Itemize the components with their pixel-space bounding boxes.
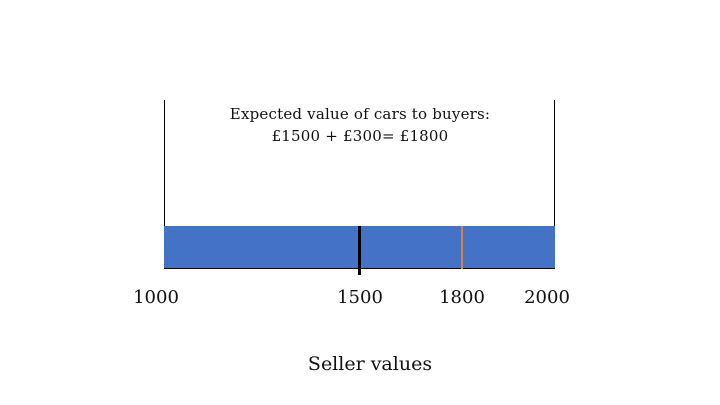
axis-label: Seller values <box>307 353 433 375</box>
tick-label-1500: 1500 <box>337 287 383 308</box>
expected-value-heading: Expected value of cars to buyers: <box>229 105 491 123</box>
tick-label-2000: 2000 <box>524 287 570 308</box>
marker-1500 <box>358 226 361 275</box>
expected-value-equation: £1500 + £300= £1800 <box>271 127 449 145</box>
tick-label-1800: 1800 <box>439 287 485 308</box>
tick-label-1000: 1000 <box>133 287 179 308</box>
right-frame-line <box>554 100 555 269</box>
marker-1800 <box>461 226 463 269</box>
left-frame-line <box>164 100 165 269</box>
